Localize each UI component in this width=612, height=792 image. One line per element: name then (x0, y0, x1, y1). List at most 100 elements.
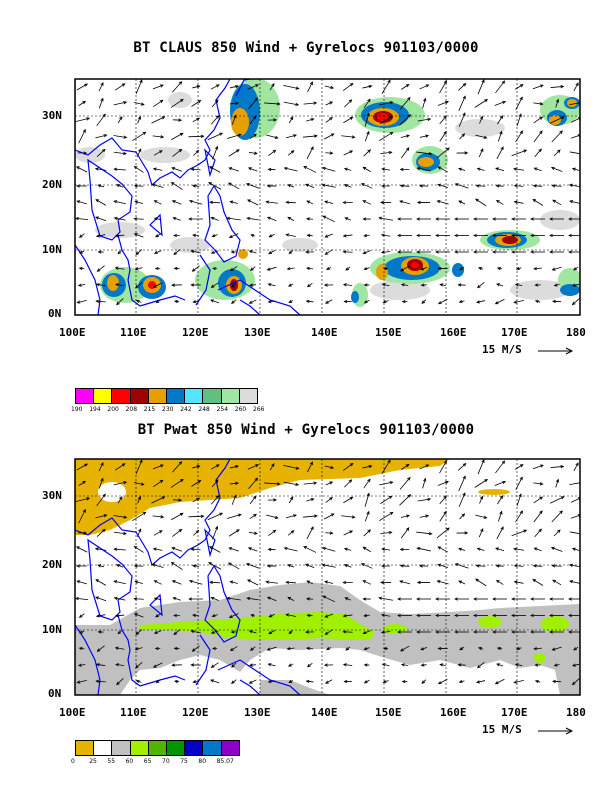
wind-vector (551, 130, 563, 143)
wind-vector (132, 131, 146, 142)
wind-vector (399, 477, 411, 490)
wind-vector (439, 460, 447, 474)
colorbar-swatch (166, 388, 186, 404)
wind-vector-head (135, 679, 140, 684)
wind-vector (192, 645, 200, 652)
wind-vector (114, 548, 126, 551)
wind-vector-head (330, 133, 335, 137)
wind-vector-head (265, 580, 270, 584)
wind-vector-head (381, 184, 385, 188)
wind-vector (287, 267, 295, 270)
wind-vector (324, 201, 334, 204)
wind-vector-head (458, 547, 462, 551)
wind-vector (228, 182, 240, 190)
wind-vector (171, 182, 183, 190)
wind-vector (344, 564, 352, 568)
wind-vector-head (134, 647, 139, 651)
wind-vector (379, 217, 393, 221)
wind-vector-head (310, 526, 314, 530)
wind-vector (363, 250, 371, 254)
wind-vector-head (400, 268, 404, 272)
wind-vector (95, 199, 107, 206)
wind-vector (96, 614, 106, 617)
wind-vector-head (323, 663, 328, 667)
wind-vector-head (495, 167, 499, 171)
colorbar-swatch (147, 388, 167, 404)
wind-vector-head (76, 200, 81, 204)
wind-vector-head (405, 527, 410, 531)
wind-vector-head (345, 647, 350, 651)
wind-vector-head (113, 547, 118, 551)
wind-vector (288, 116, 294, 124)
wind-vector (248, 97, 258, 110)
wind-vector (135, 282, 143, 288)
wind-vector (569, 580, 580, 584)
wind-vector (192, 234, 200, 237)
colorbar-label: 190 (71, 406, 83, 413)
panel-1-title: BT CLAUS 850 Wind + Gyrelocs 901103/0000 (133, 40, 479, 56)
wind-vector-head (389, 131, 394, 136)
wind-vector (170, 512, 184, 521)
wind-vector (211, 597, 219, 601)
wind-vector-head (159, 479, 164, 484)
wind-vector (284, 547, 298, 552)
wind-vector-head (342, 283, 347, 287)
wind-vector-head (152, 664, 157, 668)
wind-vector-head (227, 562, 232, 566)
wind-vector-head (367, 529, 372, 533)
wind-vector (400, 565, 410, 567)
colorbar-label: 55 (107, 758, 116, 765)
wind-vector-head (153, 597, 158, 601)
wind-vector (191, 480, 201, 487)
wind-vector (191, 548, 201, 551)
wind-vector (514, 201, 524, 204)
wind-vector-head (348, 479, 353, 483)
wind-vector-head (250, 614, 255, 618)
wind-vector-head (378, 596, 383, 600)
wind-vector (533, 130, 543, 143)
wind-vector-head (330, 85, 335, 90)
p1-xlabel-170e: 170E (501, 326, 528, 339)
wind-vector-head (305, 679, 310, 684)
wind-vector (229, 233, 239, 238)
wind-vector (515, 477, 523, 490)
wind-vector-head (237, 513, 242, 517)
wind-vector (399, 580, 411, 585)
wind-vector-head (366, 510, 370, 515)
wind-vector (97, 265, 105, 272)
wind-vector-head (532, 579, 537, 583)
wind-vector (287, 597, 295, 601)
wind-vector (550, 86, 564, 88)
wind-vector-head (416, 580, 421, 585)
wind-vector-head (552, 579, 556, 583)
wind-vector (361, 183, 373, 189)
wind-vector (416, 531, 432, 535)
wind-vector (249, 134, 257, 139)
wind-vector-head (215, 495, 220, 499)
wind-vector-head (271, 463, 275, 467)
wind-vector (266, 581, 278, 584)
colorbar-swatch (166, 740, 186, 756)
wind-vector (152, 515, 164, 518)
wind-vector-head (153, 630, 158, 634)
colorbar-label: 25 (89, 758, 97, 765)
wind-vector-head (551, 564, 556, 568)
wind-vector-head (571, 547, 576, 551)
wind-vector-head (421, 680, 426, 684)
wind-vector (151, 496, 165, 504)
wind-vector (344, 479, 352, 488)
wind-vector-head (401, 679, 406, 684)
p1-xlabel-180: 180 (566, 326, 586, 339)
wind-vector (231, 299, 237, 304)
wind-vector (534, 267, 542, 270)
wind-vector-head (209, 580, 213, 585)
wind-vector (171, 547, 183, 552)
wind-vector (534, 547, 542, 552)
wind-vector-head (101, 148, 106, 153)
p2-xlabel-130e: 130E (244, 706, 271, 719)
wind-vector-head (366, 130, 370, 135)
wind-vector (401, 664, 409, 666)
wind-vector (114, 597, 126, 601)
wind-vector-head (407, 114, 412, 118)
wind-vector-head (100, 462, 104, 466)
